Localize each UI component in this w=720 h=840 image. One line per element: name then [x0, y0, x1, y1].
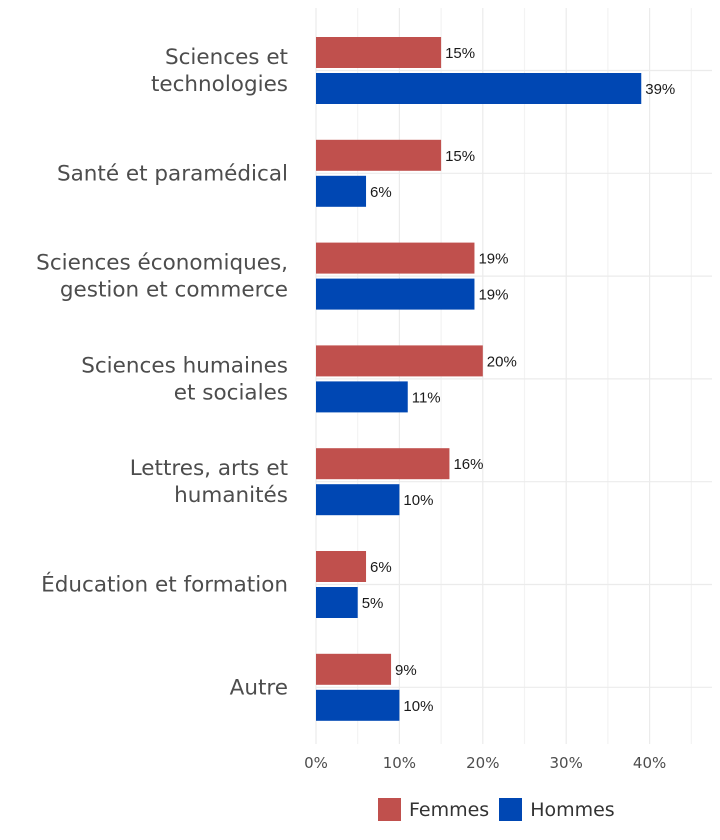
bar-hommes — [316, 484, 400, 516]
category-label: Sciences économiques, — [36, 251, 288, 276]
x-tick-label: 0% — [304, 754, 328, 772]
category-label: technologies — [151, 72, 288, 97]
legend-label-hommes: Hommes — [530, 798, 615, 821]
bars — [316, 37, 642, 721]
legend-swatch-femmes — [378, 798, 401, 821]
bar-femmes — [316, 653, 392, 685]
legend-label-femmes: Femmes — [409, 798, 490, 821]
data-label-hommes: 10% — [403, 492, 433, 509]
legend: Femmes Hommes — [378, 798, 625, 821]
data-label-femmes: 15% — [445, 45, 475, 62]
data-label-hommes: 6% — [370, 184, 392, 201]
data-label-femmes: 16% — [453, 456, 483, 473]
category-label: Santé et paramédical — [57, 161, 288, 186]
category-label: gestion et commerce — [60, 278, 288, 303]
data-label-hommes: 11% — [412, 389, 441, 406]
x-tick-label: 20% — [466, 754, 499, 772]
x-tick-label: 40% — [633, 754, 666, 772]
category-label: humanités — [174, 483, 288, 508]
category-label: Éducation et formation — [41, 572, 288, 598]
data-label-femmes: 20% — [487, 353, 517, 370]
bar-femmes — [316, 448, 450, 480]
legend-item-femmes: Femmes — [378, 798, 489, 821]
data-labels: 15% 39% 15% 6% 19% 19% 20% 11% 16% 10% 6% 5% 9% 10% — [362, 45, 676, 715]
data-label-femmes: 15% — [445, 148, 475, 165]
bar-hommes — [316, 381, 408, 413]
data-label-femmes: 9% — [395, 662, 417, 679]
category-label: Sciences humaines — [81, 353, 288, 378]
x-axis-tick-labels: 0% 10% 20% 30% 40% — [304, 754, 666, 772]
bar-femmes — [316, 139, 442, 171]
data-label-hommes: 5% — [362, 595, 384, 612]
bar-femmes — [316, 242, 475, 274]
data-label-femmes: 19% — [478, 251, 508, 268]
x-tick-label: 30% — [550, 754, 583, 772]
data-label-femmes: 6% — [370, 559, 392, 576]
category-label: Sciences et — [165, 45, 288, 70]
category-label: Lettres, arts et — [130, 456, 288, 481]
bar-femmes — [316, 345, 483, 377]
bar-hommes — [316, 73, 642, 104]
legend-swatch-hommes — [499, 798, 523, 821]
bar-femmes — [316, 37, 442, 68]
x-tick-label: 10% — [383, 754, 416, 772]
category-label: Autre — [230, 675, 288, 700]
data-label-hommes: 19% — [478, 287, 508, 304]
bar-femmes — [316, 551, 367, 582]
bar-hommes — [316, 689, 400, 721]
bar-hommes — [316, 175, 367, 207]
bar-hommes — [316, 587, 358, 618]
data-label-hommes: 39% — [645, 81, 675, 98]
data-label-hommes: 10% — [403, 698, 433, 715]
legend-item-hommes: Hommes — [499, 798, 615, 821]
category-label: et sociales — [174, 380, 288, 405]
bar-hommes — [316, 278, 475, 310]
